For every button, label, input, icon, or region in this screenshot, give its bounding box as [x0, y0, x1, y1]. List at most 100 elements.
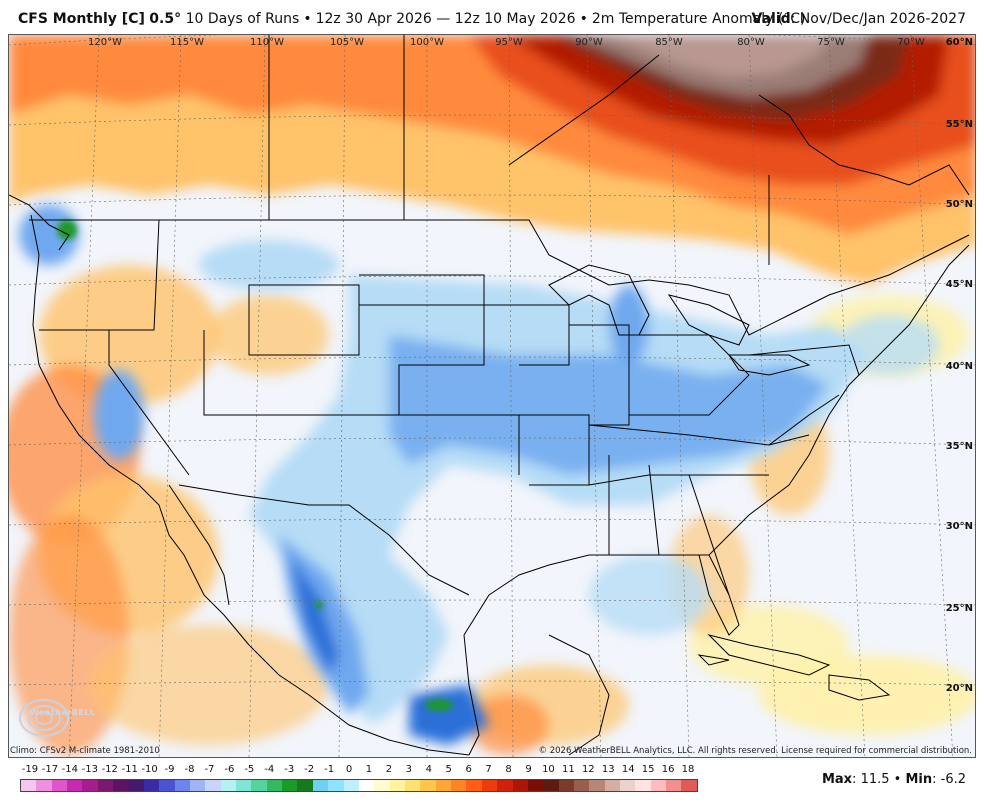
legend-swatch: [435, 780, 452, 791]
legend-swatch: [220, 780, 237, 791]
legend-swatch: [51, 780, 68, 791]
legend-swatch: [681, 780, 697, 791]
legend-label: -17: [41, 764, 59, 775]
legend-swatch: [236, 780, 252, 791]
legend-label: -19: [21, 764, 39, 775]
cold-anomaly: [19, 205, 939, 745]
lon-label: 80°W: [737, 37, 765, 48]
legend-label: 2: [385, 764, 393, 775]
legend-swatch: [451, 780, 467, 791]
legend-swatch: [67, 780, 83, 791]
lon-label: 115°W: [170, 37, 204, 48]
min-value: -6.2: [940, 772, 966, 787]
legend-swatch: [113, 780, 129, 791]
legend-swatch: [282, 780, 298, 791]
legend-labels: -19 -17 -14 -13 -12 -11 -10 -9 -8 -7 -6 -5 -4 -3 -2 -1 0…: [20, 764, 704, 778]
legend-swatch: [36, 780, 52, 791]
legend-label: 6: [465, 764, 472, 775]
legend-label: -13: [81, 764, 98, 775]
lon-label: 105°W: [330, 37, 364, 48]
valid-period: Valid: Nov/Dec/Jan 2026-2027: [752, 11, 967, 27]
lat-label: 40°N: [946, 361, 973, 372]
legend-label: 4: [425, 764, 432, 775]
legend-swatch: [420, 780, 436, 791]
valid-label: Valid: [751, 11, 791, 27]
legend-swatch: [527, 780, 544, 791]
max-label: Max: [821, 772, 853, 787]
coastlines: [9, 94, 970, 756]
legend-swatch: [481, 780, 498, 791]
legend-label: 18: [681, 764, 695, 775]
weatherbell-logo: WeatherBELL: [14, 694, 104, 740]
legend-swatch: [159, 780, 175, 791]
lat-label: 35°N: [946, 441, 973, 452]
anomaly-map: 120°W 115°W 110°W 105°W 100°W 95°W 90°W …: [8, 34, 976, 758]
legend-swatch: [358, 780, 375, 791]
legend-swatch: [97, 780, 114, 791]
legend-label: 1: [365, 764, 373, 775]
lon-label: 110°W: [250, 37, 284, 48]
legend-swatch: [266, 780, 283, 791]
copyright: © 2026 WeatherBELL Analytics, LLC. All r…: [538, 746, 972, 756]
map-canvas: 120°W 115°W 110°W 105°W 100°W 95°W 90°W …: [9, 35, 975, 757]
lat-label: 25°N: [946, 603, 973, 614]
legend-label: 12: [581, 764, 595, 775]
header: CFS Monthly [C] 0.5° 10 Days of Runs • 12z…: [0, 0, 984, 34]
legend-swatch: [251, 780, 267, 791]
legend-label: -4: [264, 764, 275, 775]
lon-label: 75°W: [817, 37, 845, 48]
init-range: 12z 30 Apr 2026 — 12z 10 May 2026: [315, 11, 576, 27]
legend-label: -7: [204, 764, 215, 775]
color-legend: -19 -17 -14 -13 -12 -11 -10 -9 -8 -7 -6 -5 -4 -3 -2 -1 0…: [20, 764, 704, 800]
lat-label: 45°N: [946, 279, 973, 290]
legend-label: -5: [244, 764, 255, 775]
legend-swatch: [573, 780, 590, 791]
legend-label: -12: [101, 764, 118, 775]
valid-value: : Nov/Dec/Jan 2026-2027: [790, 11, 966, 27]
legend-swatch: [666, 780, 682, 791]
legend-swatch: [543, 780, 559, 791]
legend-swatch: [589, 780, 605, 791]
legend-swatch: [143, 780, 160, 791]
model-resolution: 0.5°: [149, 11, 182, 27]
field-name: 2m Temperature Anomaly (°C): [591, 11, 806, 27]
max-value: 11.5: [860, 772, 890, 787]
legend-swatch: [312, 780, 329, 791]
legend-label: 13: [601, 764, 615, 775]
legend-swatch: [128, 780, 144, 791]
logo-text: WeatherBELL: [30, 708, 96, 717]
legend-label: 8: [505, 764, 512, 775]
lat-label: 50°N: [946, 199, 973, 210]
legend-swatch: [558, 780, 574, 791]
canada-warm-anomaly: [9, 35, 975, 285]
legend-label: -10: [141, 764, 158, 775]
model-name: CFS Monthly [C]: [18, 11, 145, 27]
lat-label: 55°N: [946, 119, 973, 130]
lat-label: 20°N: [946, 683, 973, 694]
max-min-stats: Max: 11.5 • Min: -6.2: [821, 772, 966, 787]
legend-swatch: [635, 780, 651, 791]
legend-label: -2: [304, 764, 315, 775]
climo-note: Climo: CFSv2 M-climate 1981-2010: [10, 746, 160, 756]
legend-label: 15: [641, 764, 655, 775]
latitude-labels: 60°N 55°N 50°N 45°N 40°N 35°N 30°N 25°N …: [946, 37, 973, 694]
run-count: 10 Days of Runs: [185, 11, 300, 27]
legend-label: -3: [284, 764, 295, 775]
legend-label: -14: [61, 764, 79, 775]
legend-swatch: [328, 780, 344, 791]
legend-label: 0: [345, 764, 353, 775]
legend-swatch: [374, 780, 390, 791]
legend-swatch: [512, 780, 528, 791]
lon-label: 95°W: [495, 37, 523, 48]
legend-label: -6: [224, 764, 235, 775]
lon-label: 100°W: [410, 37, 444, 48]
lon-label: 85°W: [655, 37, 683, 48]
west-warm-anomaly: [9, 265, 975, 755]
legend-swatch: [82, 780, 98, 791]
legend-label: 14: [621, 764, 635, 775]
legend-label: -11: [121, 764, 138, 775]
legend-label: 10: [542, 764, 555, 775]
lat-label: 30°N: [946, 521, 973, 532]
legend-swatch: [174, 780, 190, 791]
legend-swatch: [650, 780, 667, 791]
